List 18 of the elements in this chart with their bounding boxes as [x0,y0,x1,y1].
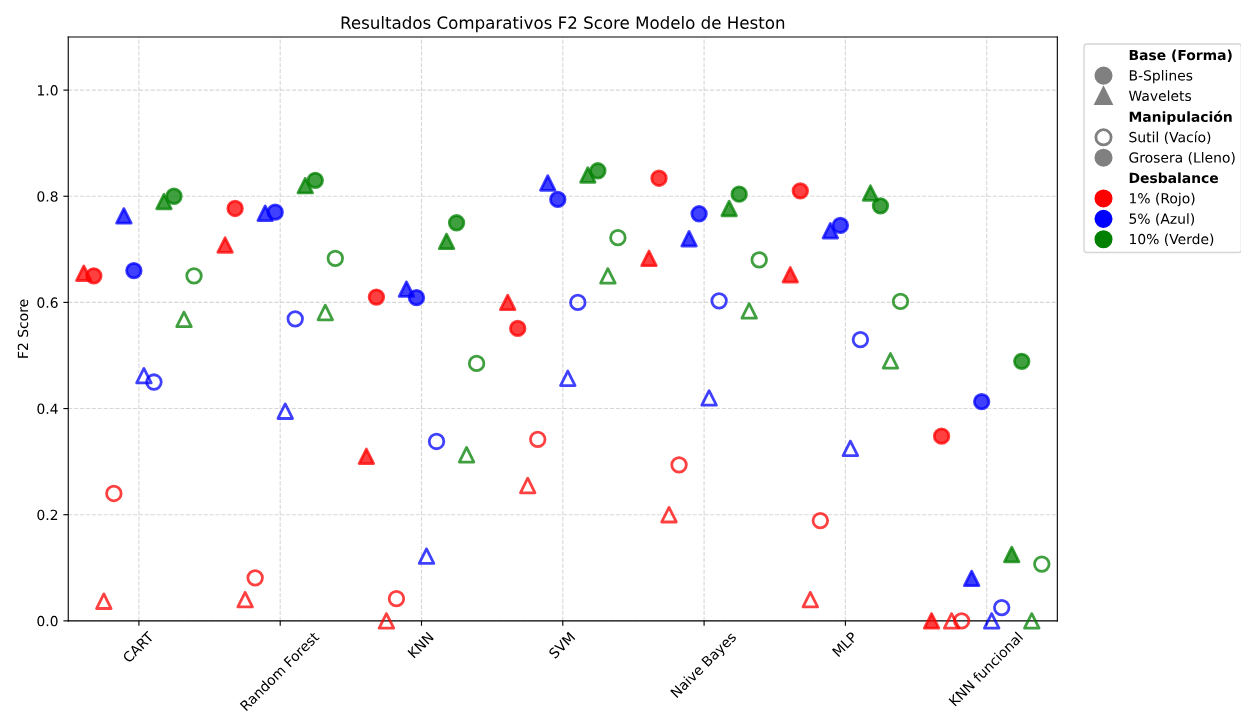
y-tick-label: 0.2 [37,509,58,521]
text: Desbalance [1129,172,1219,184]
text: 5% (Azul) [1129,213,1195,226]
y-tick-label: 0.6 [37,297,58,308]
text: 10% (Verde) [1130,233,1214,246]
y-tick-label: 0.4 [37,403,58,415]
text: B-Splines [1129,69,1193,84]
y-tick-label: 1.0 [37,85,58,96]
y-tick-label: 0.8 [37,191,58,202]
text: Wavelets [1128,90,1192,102]
text: Sutil (Vacío) [1129,131,1211,145]
text: 1% (Rojo) [1130,192,1195,207]
text: Base (Forma) [1129,49,1232,62]
chart-title: Resultados Comparativos F2 Score Modelo de Heston [341,16,785,33]
text: Grosera (Lleno) [1129,152,1235,165]
y-axis-title: F2 Score [17,299,29,358]
y-tick-label: 0.0 [37,615,58,627]
text: Manipulación [1129,110,1232,125]
